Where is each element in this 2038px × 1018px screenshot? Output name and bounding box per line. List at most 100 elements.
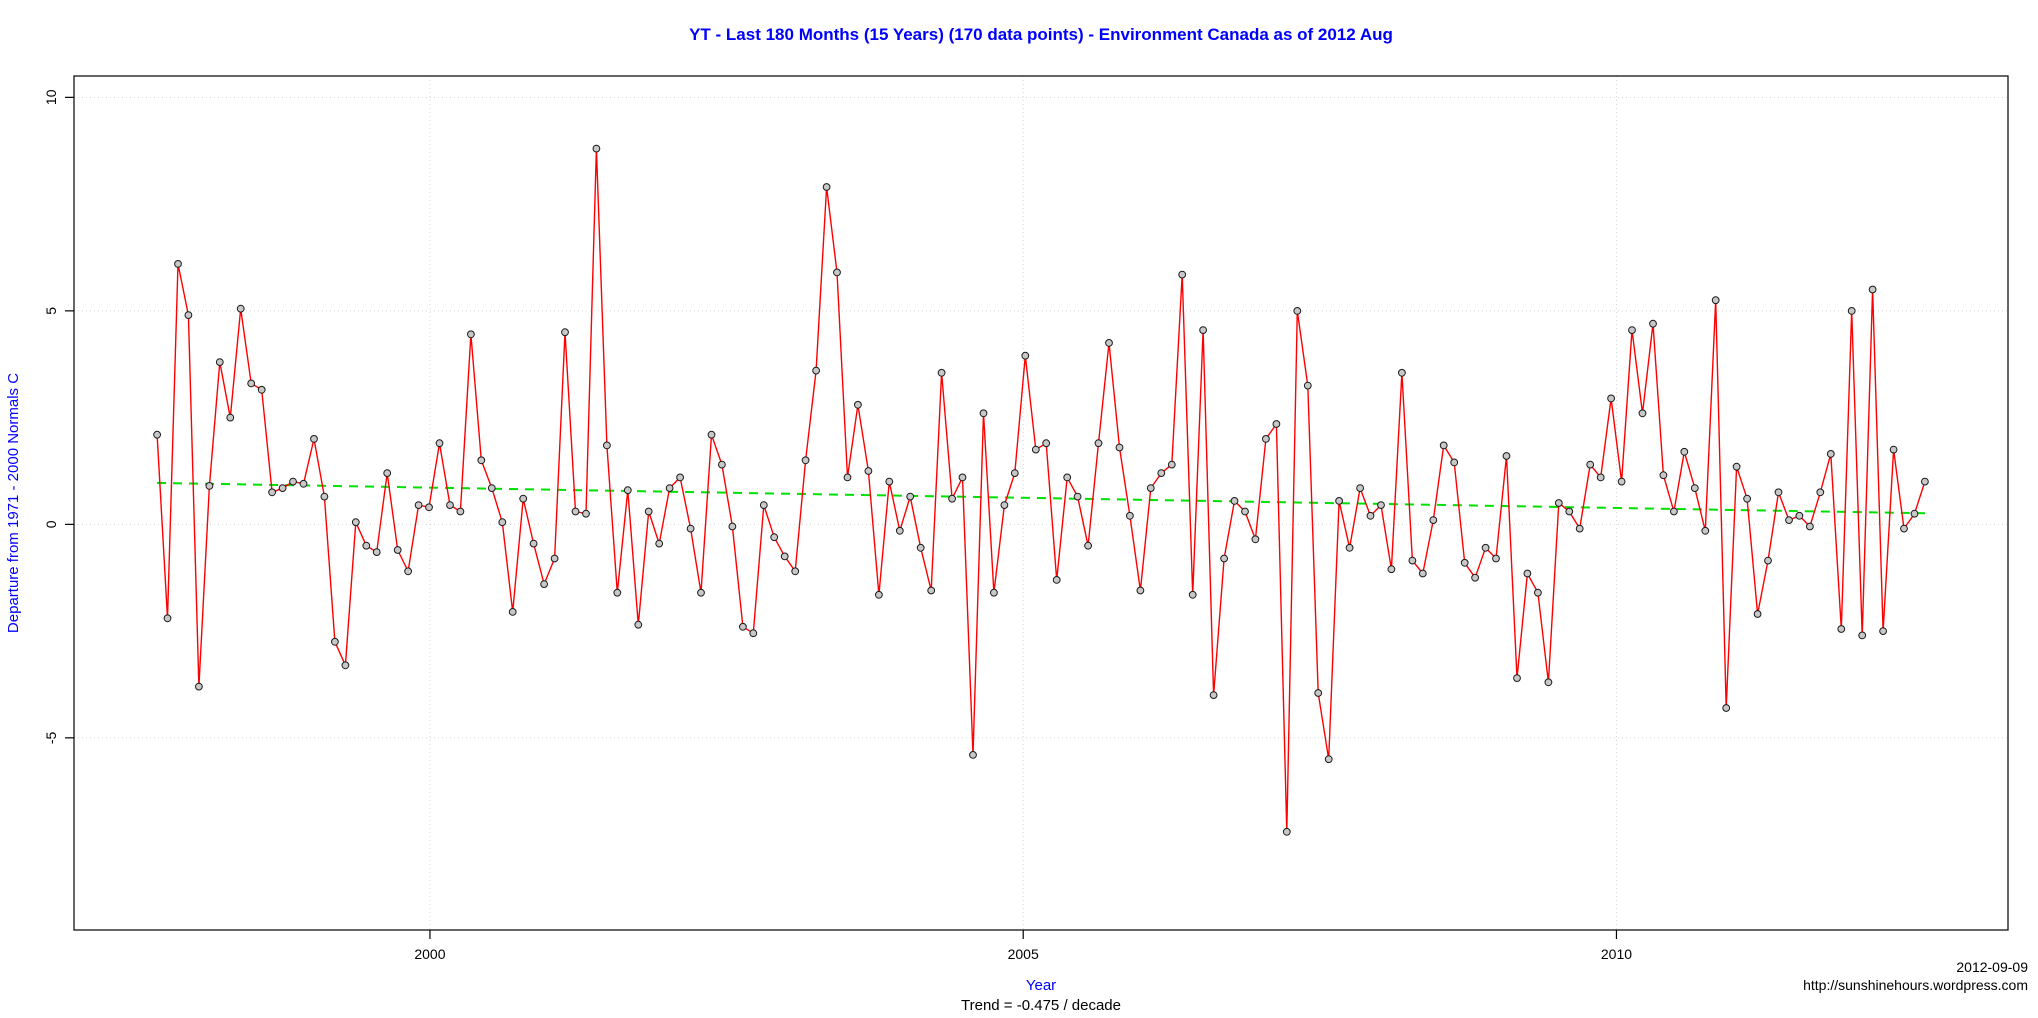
data-point bbox=[529, 539, 538, 548]
data-point bbox=[1596, 473, 1605, 482]
trend-annotation: Trend = -0.475 / decade bbox=[961, 997, 1121, 1014]
data-point bbox=[791, 567, 800, 576]
data-point bbox=[341, 661, 350, 670]
plot-area: 2000 2005 2010 -5 0 5 10 bbox=[43, 75, 2009, 962]
data-point bbox=[435, 439, 444, 448]
data-point bbox=[184, 311, 193, 320]
data-point bbox=[801, 456, 810, 465]
data-point bbox=[195, 682, 203, 691]
data-point bbox=[979, 409, 988, 418]
data-point bbox=[561, 328, 569, 337]
data-point bbox=[226, 413, 235, 422]
data-point bbox=[1628, 326, 1636, 335]
data-point bbox=[875, 590, 883, 599]
data-point bbox=[728, 522, 737, 531]
data-point bbox=[1303, 381, 1312, 390]
data-point bbox=[1565, 507, 1574, 516]
data-point bbox=[519, 494, 528, 503]
data-point bbox=[686, 524, 695, 533]
data-point bbox=[163, 614, 172, 623]
trend-line bbox=[157, 481, 1925, 515]
data-point bbox=[1345, 543, 1354, 552]
data-point bbox=[1460, 558, 1469, 567]
data-point bbox=[718, 460, 726, 469]
data-point bbox=[885, 477, 894, 486]
data-point bbox=[362, 541, 371, 550]
data-point bbox=[1575, 524, 1584, 533]
data-point bbox=[1146, 484, 1155, 493]
data-point bbox=[1847, 307, 1856, 315]
data-point bbox=[1617, 477, 1626, 486]
y-axis-label: Departure from 1971 - 2000 Normals C bbox=[5, 373, 22, 633]
data-point bbox=[916, 543, 925, 552]
data-point bbox=[550, 554, 559, 563]
data-point bbox=[1513, 674, 1521, 682]
data-point bbox=[906, 492, 915, 501]
data-point bbox=[665, 484, 674, 493]
data-point bbox=[1073, 492, 1082, 501]
data-point bbox=[958, 473, 967, 482]
data-point bbox=[1282, 827, 1291, 836]
footer-url: http://sunshinehours.wordpress.com bbox=[1803, 977, 2028, 993]
data-point bbox=[582, 509, 590, 518]
footer-date: 2012-09-09 bbox=[1956, 959, 2028, 975]
data-point bbox=[1837, 625, 1846, 633]
data-point bbox=[404, 567, 413, 576]
data-point bbox=[1921, 477, 1929, 486]
data-point bbox=[1115, 443, 1124, 452]
data-point bbox=[310, 435, 318, 443]
data-point bbox=[1314, 689, 1323, 697]
x-tick-label: 2005 bbox=[1008, 946, 1039, 962]
data-point bbox=[425, 503, 433, 512]
data-point bbox=[895, 526, 904, 535]
data-point bbox=[320, 492, 329, 501]
data-point bbox=[1387, 565, 1396, 574]
data-point bbox=[1889, 445, 1898, 454]
data-point bbox=[1743, 494, 1751, 503]
data-point bbox=[1324, 755, 1333, 764]
x-axis-label: Year bbox=[1026, 977, 1056, 994]
data-point bbox=[1900, 524, 1908, 533]
data-point bbox=[1429, 516, 1438, 524]
data-point bbox=[1680, 447, 1689, 456]
data-point bbox=[467, 330, 475, 339]
data-point bbox=[257, 385, 266, 394]
data-point bbox=[1188, 590, 1197, 599]
data-point bbox=[1670, 507, 1678, 516]
data-point bbox=[990, 588, 998, 597]
data-point bbox=[749, 629, 758, 638]
data-point bbox=[1126, 511, 1134, 520]
data-point bbox=[1638, 409, 1647, 418]
data-point bbox=[153, 430, 162, 439]
data-point bbox=[1084, 541, 1092, 550]
data-point bbox=[414, 501, 423, 510]
data-point bbox=[833, 268, 841, 277]
data-point bbox=[948, 494, 956, 503]
data-point bbox=[1262, 435, 1270, 443]
data-point bbox=[1418, 569, 1427, 578]
data-point bbox=[927, 586, 936, 595]
data-point bbox=[969, 751, 977, 759]
data-point bbox=[247, 379, 256, 388]
data-point bbox=[1000, 501, 1009, 510]
data-point bbox=[1063, 473, 1072, 482]
data-point bbox=[592, 144, 601, 153]
data-point bbox=[1502, 452, 1511, 460]
data-point bbox=[383, 469, 392, 478]
data-point bbox=[1052, 576, 1061, 584]
data-point bbox=[1544, 678, 1553, 687]
data-point bbox=[937, 368, 946, 377]
data-point bbox=[1753, 610, 1762, 618]
data-point bbox=[759, 501, 768, 510]
data-point bbox=[1209, 691, 1218, 699]
data-point bbox=[623, 486, 632, 495]
series-line bbox=[156, 147, 1926, 833]
data-point bbox=[1826, 450, 1835, 458]
data-point bbox=[634, 620, 643, 629]
data-point bbox=[1230, 497, 1239, 505]
data-point bbox=[1785, 516, 1793, 524]
data-point bbox=[1251, 535, 1260, 544]
data-point bbox=[1690, 484, 1699, 493]
y-tick-label: 5 bbox=[43, 307, 59, 315]
